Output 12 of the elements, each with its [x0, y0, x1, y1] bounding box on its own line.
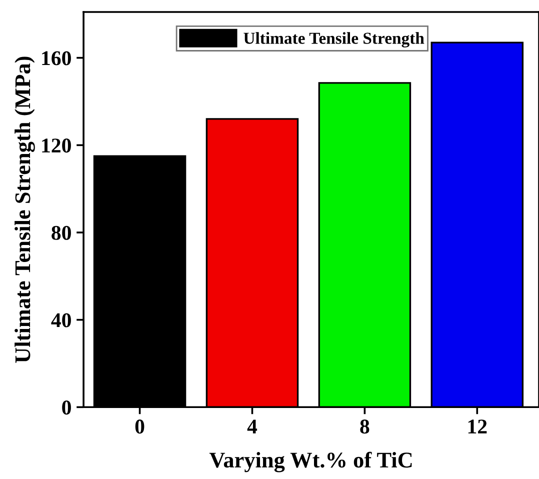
x-axis-title: Varying Wt.% of TiC [209, 452, 412, 472]
y-axis-title: Ultimate Tensile Strength (MPa) [14, 56, 35, 363]
y-tick-label: 120 [42, 138, 71, 153]
x-tick-label: 12 [468, 420, 487, 434]
y-tick-label: 0 [62, 400, 71, 415]
x-tick-label: 8 [360, 420, 370, 434]
legend-label: Ultimate Tensile Strength [244, 32, 424, 48]
x-tick-label: 4 [247, 420, 258, 434]
y-tick-label: 160 [42, 51, 71, 66]
y-tick-label: 40 [51, 313, 71, 328]
x-tick-label: 0 [135, 420, 144, 434]
y-tick-label: 80 [52, 226, 71, 240]
